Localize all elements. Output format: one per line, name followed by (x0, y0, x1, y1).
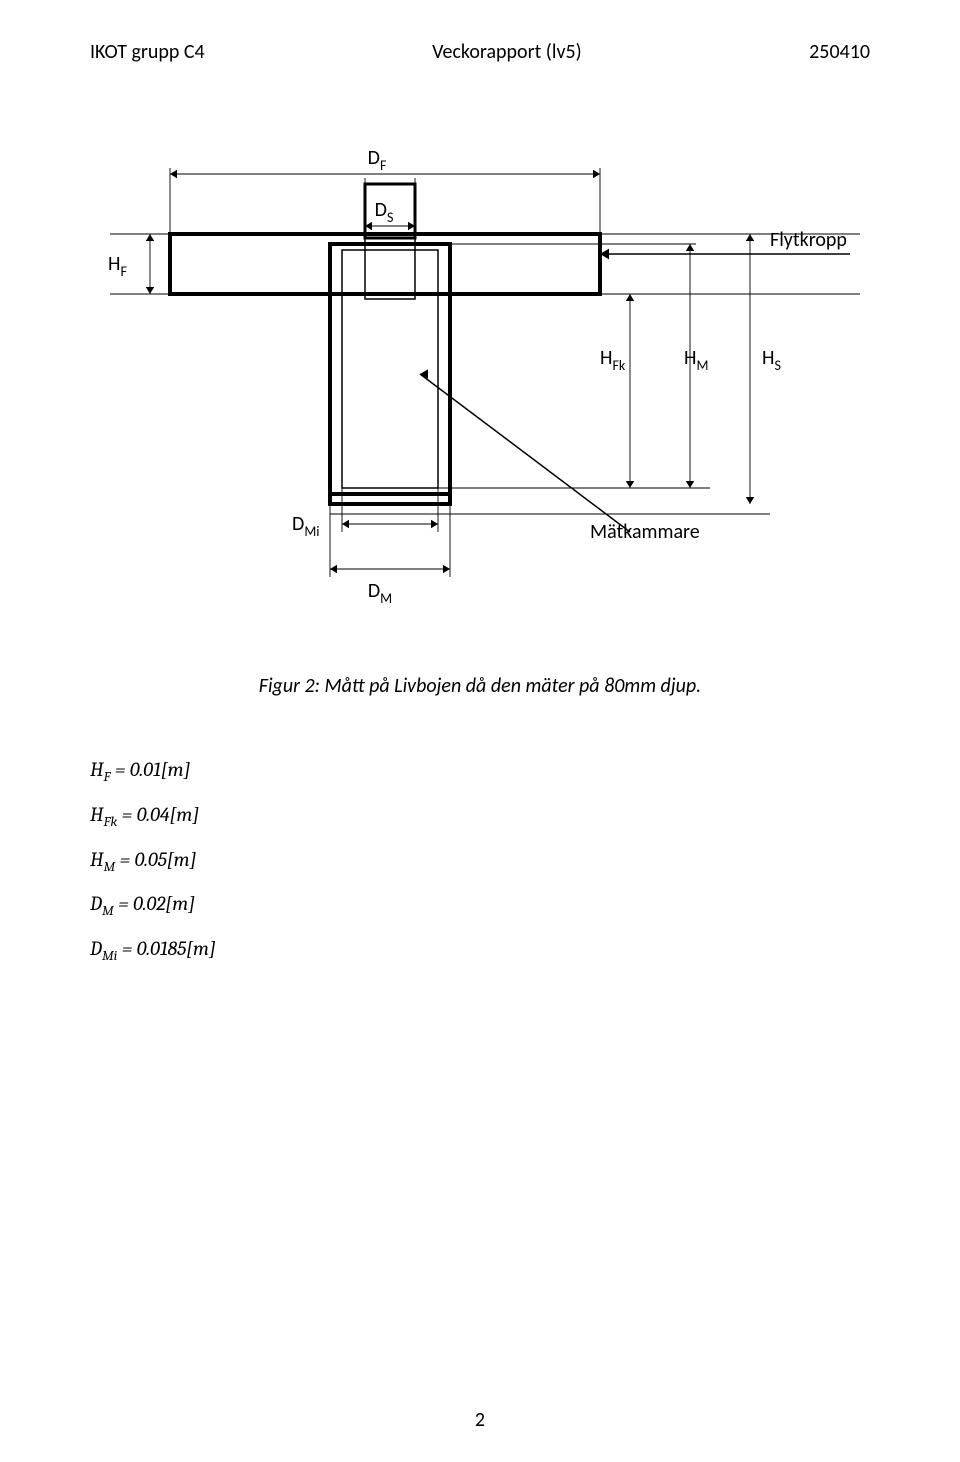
equation-list: HF = 0.01[m]HFk = 0.04[m]HM = 0.05[m]DM … (90, 748, 870, 972)
svg-text:HFk: HFk (600, 346, 626, 374)
equation-line: DMi = 0.0185[m] (90, 927, 870, 972)
svg-text:HS: HS (762, 346, 781, 374)
svg-text:DS: DS (375, 198, 394, 226)
svg-text:DM: DM (368, 579, 392, 607)
diagram-figure: DF DS HF HFk HM HS DMi DM Flytkropp Mätkammare (90, 94, 870, 614)
svg-text:DF: DF (368, 146, 387, 174)
header-right: 250410 (809, 40, 870, 64)
equation-line: DM = 0.02[m] (90, 882, 870, 927)
diagram-svg: DF DS HF HFk HM HS DMi DM Flytkropp Mätkammare (90, 94, 870, 614)
header-left: IKOT grupp C4 (90, 40, 205, 64)
page-header: IKOT grupp C4 Veckorapport (lv5) 250410 (90, 40, 870, 64)
svg-text:DMi: DMi (292, 512, 320, 540)
page-number: 2 (0, 1408, 960, 1432)
svg-text:Flytkropp: Flytkropp (770, 228, 847, 252)
svg-text:HF: HF (108, 252, 127, 280)
equation-line: HM = 0.05[m] (90, 838, 870, 883)
header-center: Veckorapport (lv5) (432, 40, 582, 64)
svg-text:HM: HM (684, 346, 708, 374)
svg-text:Mätkammare: Mätkammare (590, 520, 700, 544)
equation-line: HFk = 0.04[m] (90, 793, 870, 838)
figure-caption: Figur 2: Mått på Livbojen då den mäter p… (90, 674, 870, 698)
equation-line: HF = 0.01[m] (90, 748, 870, 793)
